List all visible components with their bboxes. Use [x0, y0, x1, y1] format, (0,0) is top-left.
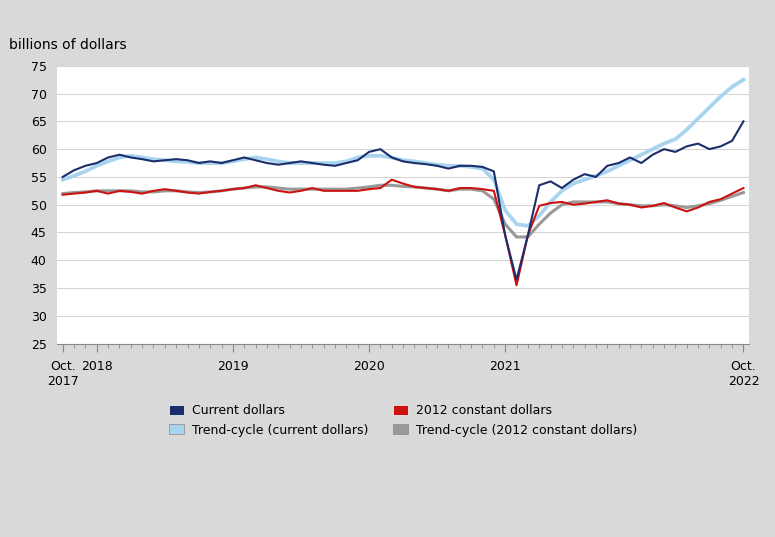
Text: billions of dollars: billions of dollars — [9, 38, 126, 52]
Legend: Current dollars, Trend-cycle (current dollars), 2012 constant dollars, Trend-cyc: Current dollars, Trend-cycle (current do… — [160, 394, 647, 447]
